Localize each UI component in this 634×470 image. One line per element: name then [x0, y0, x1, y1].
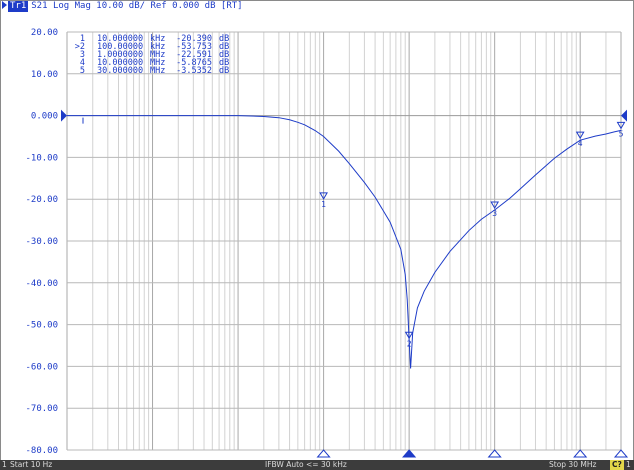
y-tick-label: -50.00 [25, 321, 58, 331]
y-tick-label: 20.00 [31, 28, 58, 38]
trace-settings-text: S21 Log Mag 10.00 dB/ Ref 0.000 dB [RT] [31, 1, 243, 11]
marker-number-label: 2 [407, 339, 412, 348]
y-tick-label: -70.00 [25, 404, 58, 414]
calibration-badge[interactable]: C? [610, 460, 624, 470]
y-tick-label: -40.00 [25, 279, 58, 289]
marker-table-value-unit: dB [219, 50, 229, 60]
marker-table-value-unit: dB [219, 58, 229, 68]
marker-table-value-unit: dB [219, 34, 229, 44]
marker-table-unit: MHz [150, 58, 165, 68]
marker-table-index: 5 [80, 66, 85, 76]
marker-table-index: >2 [75, 42, 85, 52]
active-trace-arrow-icon [2, 1, 7, 9]
markers-on-trace[interactable]: 1 2 3 4 5 [319, 121, 626, 348]
y-tick-label: -10.00 [25, 153, 58, 163]
marker-table-index: 4 [80, 58, 85, 68]
marker-triangle-icon[interactable] [490, 201, 500, 210]
marker-table-index: 3 [80, 50, 85, 60]
ref-level-arrow-right-icon[interactable] [621, 109, 627, 122]
marker-number-label: 5 [619, 129, 624, 138]
marker-position-triangle-icon[interactable] [613, 449, 629, 458]
marker-position-triangle-icon[interactable] [487, 449, 502, 458]
marker-triangle-icon[interactable] [575, 131, 585, 140]
marker-number-label: 3 [492, 209, 497, 218]
marker-table-unit: MHz [150, 66, 165, 76]
y-tick-label: 0.000 [31, 112, 58, 122]
marker-number-label: 4 [578, 139, 583, 148]
marker-triangle-icon[interactable] [616, 121, 626, 130]
ifbw-setting[interactable]: IFBW Auto <= 30 kHz [265, 460, 347, 469]
marker-table-stimulus: 1.0000000 [97, 50, 143, 60]
marker-table-value: -22.591 [176, 50, 212, 60]
marker-table: 1 10.000000 kHz -20.390 dB >2 100.00000 kHz -53.… [75, 34, 230, 76]
marker-table-unit: kHz [150, 34, 165, 44]
marker-table-stimulus: 10.000000 [97, 58, 143, 68]
ref-level-arrow-left-icon[interactable] [61, 109, 67, 122]
marker-table-value-unit: dB [219, 66, 229, 76]
marker-table-unit: kHz [150, 42, 165, 52]
channel-number[interactable]: 1 [2, 460, 7, 469]
y-tick-label: -20.00 [25, 195, 58, 205]
marker-triangle-icon[interactable] [319, 192, 328, 200]
channel-number-right: 1 [626, 460, 631, 469]
y-tick-label: -80.00 [25, 446, 58, 456]
marker-position-triangle-icon[interactable] [316, 449, 331, 458]
trace-header[interactable]: Tr1 S21 Log Mag 10.00 dB/ Ref 0.000 dB [R… [2, 1, 243, 12]
marker-table-value: -5.8765 [176, 58, 212, 68]
y-tick-label: 10.00 [31, 70, 58, 80]
start-frequency[interactable]: Start 10 Hz [10, 460, 53, 469]
marker-table-stimulus: 100.00000 [97, 42, 143, 52]
marker-table-stimulus: 10.000000 [97, 34, 143, 44]
marker-position-triangle-icon[interactable] [402, 449, 417, 458]
marker-triangle-icon[interactable] [404, 331, 414, 340]
y-tick-label: -60.00 [25, 362, 58, 372]
marker-position-triangle-icon[interactable] [573, 449, 588, 458]
s21-trace-line [67, 115, 622, 369]
marker-position-indicators[interactable] [316, 449, 629, 458]
stop-frequency[interactable]: Stop 30 MHz [549, 460, 597, 469]
marker-number-label: 1 [321, 200, 326, 209]
y-axis-labels: 20.00 10.00 0.000 -10.00 -20.00 -30.00 -40.00 -… [25, 28, 58, 456]
horizontal-grid [67, 31, 621, 451]
status-bar: 1 Start 10 Hz IFBW Auto <= 30 kHz Stop 3… [0, 460, 634, 470]
marker-table-stimulus: 30.000000 [97, 66, 143, 76]
marker-table-unit: MHz [150, 50, 165, 60]
marker-table-value: -20.390 [176, 34, 212, 44]
marker-table-index: 1 [80, 34, 85, 44]
marker-table-value: -3.5352 [176, 66, 212, 76]
trace-plot[interactable]: 20.00 10.00 0.000 -10.00 -20.00 -30.00 -40.00 -… [0, 0, 634, 460]
marker-table-value-unit: dB [219, 42, 229, 52]
reference-arrows[interactable] [61, 109, 627, 124]
trace-badge[interactable]: Tr1 [8, 1, 29, 12]
y-tick-label: -30.00 [25, 237, 58, 247]
marker-table-value: -53.753 [176, 42, 212, 52]
